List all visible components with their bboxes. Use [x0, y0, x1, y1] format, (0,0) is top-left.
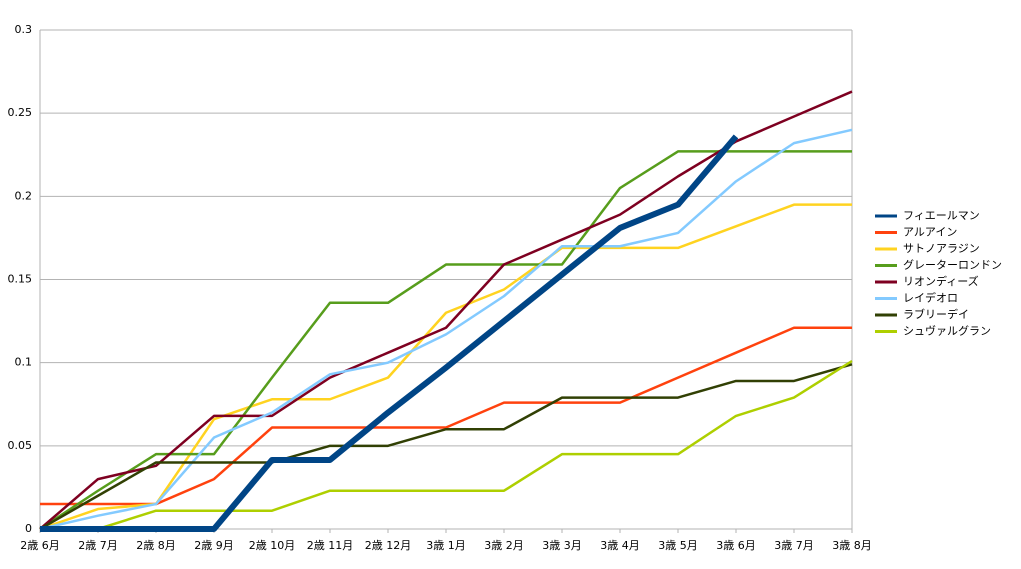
- x-tick-label: 3歳 3月: [542, 539, 582, 552]
- x-tick-label: 2歳 7月: [78, 539, 118, 552]
- series-line: [40, 134, 739, 532]
- y-tick-label: 0.2: [15, 189, 33, 202]
- y-tick-label: 0.1: [15, 356, 33, 369]
- series-line: [39, 150, 852, 531]
- x-tick-label: 2歳 10月: [249, 539, 296, 552]
- x-tick-label: 2歳 12月: [365, 539, 412, 552]
- x-tick-label: 3歳 4月: [600, 539, 640, 552]
- legend-label: シュヴァルグラン: [903, 324, 991, 338]
- legend-label: グレーターロンドン: [903, 258, 1002, 272]
- legend-label: サトノアラジン: [903, 242, 980, 255]
- legend-label: リオンディーズ: [903, 274, 979, 288]
- series-line: [39, 203, 852, 531]
- y-tick-label: 0.3: [15, 23, 33, 36]
- y-tick-label: 0: [25, 522, 32, 535]
- x-tick-label: 2歳 6月: [20, 539, 60, 552]
- x-tick-label: 3歳 5月: [658, 539, 698, 552]
- legend-label: ラブリーデイ: [903, 307, 969, 321]
- legend-label: レイデオロ: [903, 291, 958, 305]
- x-tick-label: 2歳 11月: [307, 539, 354, 552]
- legend-label: アルアイン: [903, 226, 957, 239]
- x-tick-label: 3歳 8月: [832, 539, 872, 552]
- series-line: [39, 128, 853, 531]
- y-tick-label: 0.05: [8, 439, 33, 452]
- series-line: [40, 359, 853, 531]
- y-tick-label: 0.15: [8, 273, 33, 286]
- series-line: [40, 326, 852, 506]
- y-tick-label: 0.25: [8, 106, 33, 119]
- x-tick-label: 2歳 8月: [136, 539, 176, 552]
- x-tick-label: 3歳 1月: [426, 539, 466, 552]
- x-tick-label: 3歳 2月: [484, 539, 524, 552]
- x-tick-label: 3歳 6月: [716, 539, 756, 552]
- x-tick-label: 3歳 7月: [774, 539, 814, 552]
- series-line: [39, 90, 853, 530]
- x-tick-label: 2歳 9月: [194, 539, 234, 552]
- series-line: [39, 363, 853, 531]
- legend-label: フィエールマン: [903, 209, 980, 222]
